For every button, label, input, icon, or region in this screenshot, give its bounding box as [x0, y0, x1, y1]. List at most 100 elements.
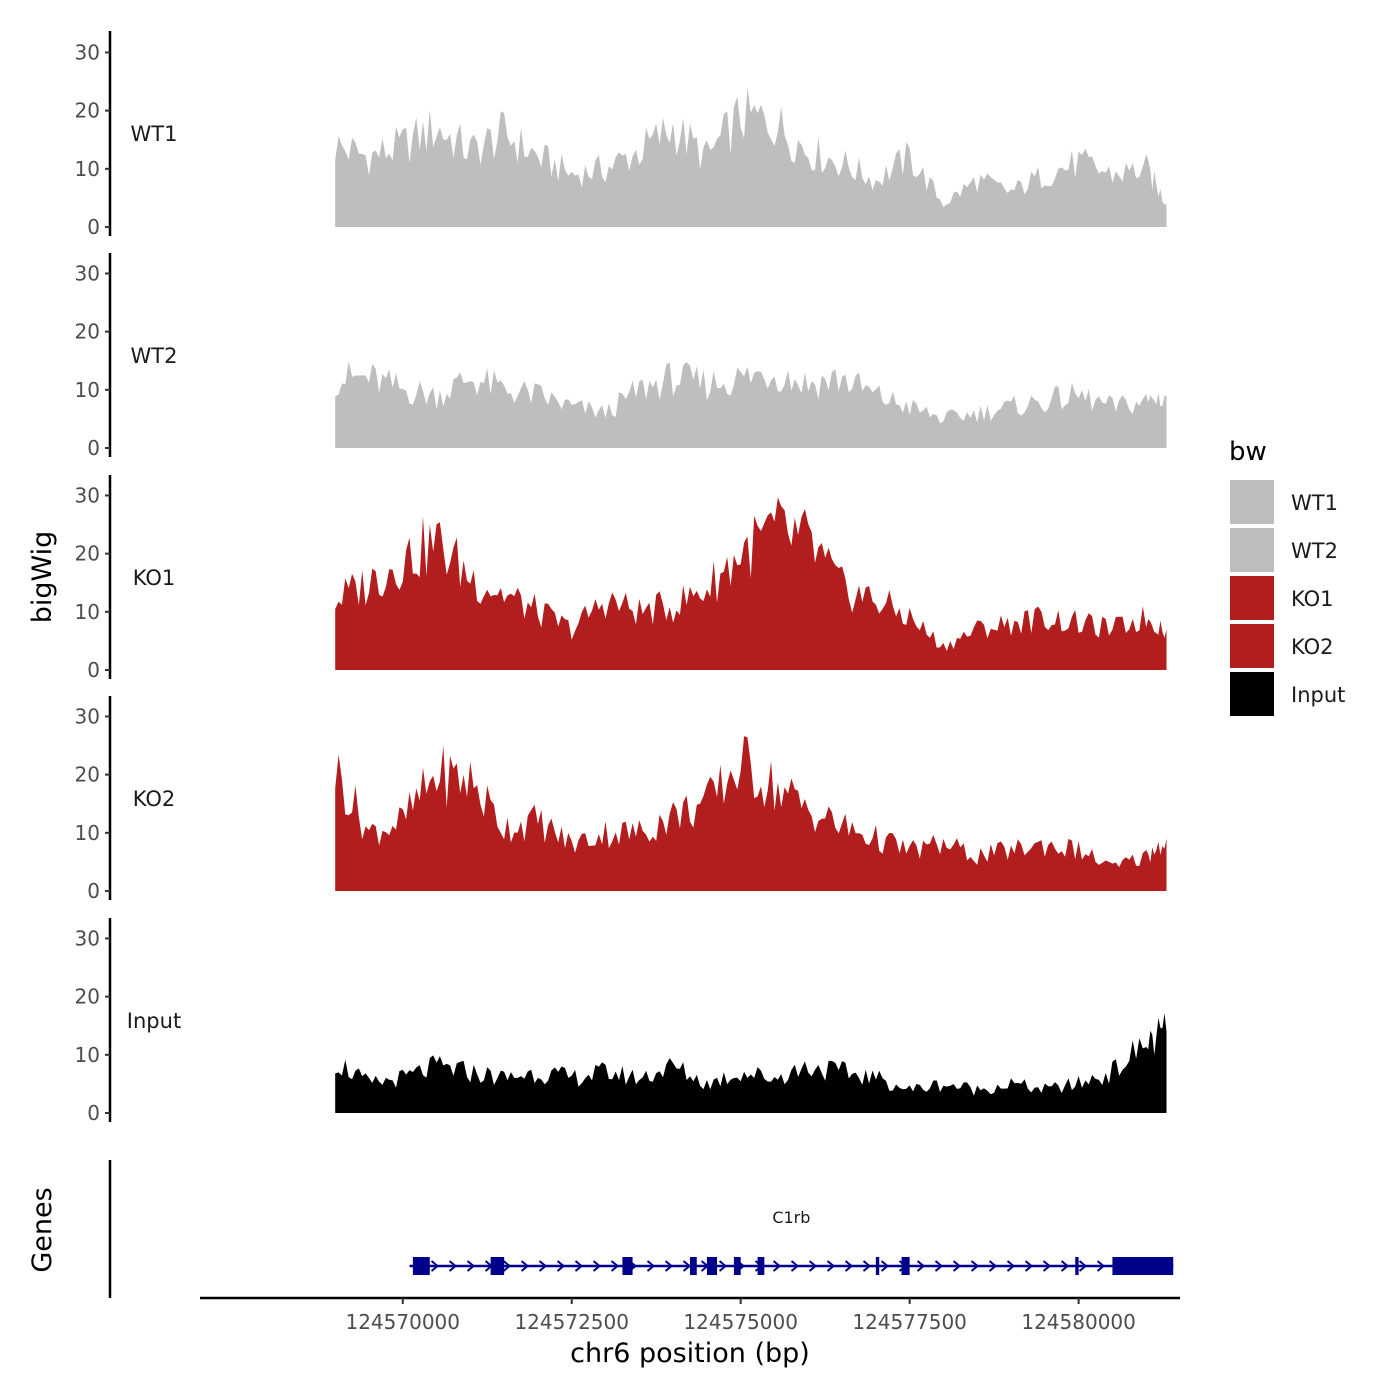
strand-arrow — [502, 1260, 512, 1272]
y-tick-label: 20 — [75, 985, 100, 1009]
strand-arrow — [916, 1260, 926, 1272]
legend-key-wt1 — [1230, 480, 1274, 524]
area-input — [335, 1013, 1167, 1113]
genes-axis-title: Genes — [27, 1187, 58, 1272]
y-tick-label: 0 — [87, 436, 100, 460]
strand-arrow — [1096, 1260, 1106, 1272]
y-tick-label: 10 — [75, 157, 100, 181]
exon — [490, 1257, 505, 1275]
area-ko2 — [335, 736, 1167, 891]
y-tick-label: 20 — [75, 320, 100, 344]
strand-arrow — [556, 1260, 566, 1272]
exon — [690, 1257, 697, 1275]
strand-arrow — [808, 1260, 818, 1272]
y-tick-label: 20 — [75, 542, 100, 566]
exon — [706, 1257, 718, 1275]
strand-arrow — [844, 1260, 854, 1272]
legend-label-ko2: KO2 — [1291, 635, 1334, 659]
track-wt2: 0 10 20 30 WT2 — [75, 253, 1167, 460]
y-tick-label: 0 — [87, 1101, 100, 1125]
x-tick-label: 124577500 — [852, 1310, 967, 1334]
track-label-ko1: KO1 — [133, 566, 176, 590]
strand-arrow — [592, 1260, 602, 1272]
track-ko1: 0 10 20 30 KO1 — [75, 475, 1167, 682]
legend-key-input — [1230, 672, 1274, 716]
x-tick-label: 124575000 — [683, 1310, 798, 1334]
y-tick-label: 20 — [75, 763, 100, 787]
track-label-wt1: WT1 — [131, 122, 178, 146]
strand-arrow — [1024, 1260, 1034, 1272]
strand-arrow — [1006, 1260, 1016, 1272]
strand-arrow — [520, 1260, 530, 1272]
track-label-input: Input — [127, 1009, 181, 1033]
exon — [412, 1257, 430, 1275]
strand-arrow — [466, 1260, 476, 1272]
tracks-group: 0 10 20 30 WT1 0 10 20 30 WT2 0 10 20 30 KO1 0 10 20 30 KO2… — [75, 31, 1167, 1125]
strand-arrow — [880, 1260, 890, 1272]
y-tick-label: 10 — [75, 378, 100, 402]
strand-arrow — [1060, 1260, 1070, 1272]
y-tick-label: 10 — [75, 1043, 100, 1067]
strand-arrow — [718, 1260, 728, 1272]
strand-arrow — [1042, 1260, 1052, 1272]
y-tick-label: 30 — [75, 704, 100, 728]
strand-arrow — [970, 1260, 980, 1272]
exon — [757, 1257, 765, 1275]
legend: bw WT1 WT2 KO1 KO2 Input — [1229, 437, 1345, 716]
area-ko1 — [335, 497, 1167, 670]
x-axis-title: chr6 position (bp) — [570, 1338, 810, 1369]
strand-arrow — [1078, 1260, 1088, 1272]
legend-key-ko1 — [1230, 576, 1274, 620]
x-tick-label: 124572500 — [514, 1310, 629, 1334]
x-tick-label: 124570000 — [345, 1310, 460, 1334]
y-tick-label: 30 — [75, 40, 100, 64]
area-wt2 — [335, 361, 1167, 448]
legend-label-wt2: WT2 — [1291, 539, 1338, 563]
strand-arrow — [610, 1260, 620, 1272]
legend-key-wt2 — [1230, 528, 1274, 572]
legend-label-wt1: WT1 — [1291, 491, 1338, 515]
exon — [622, 1257, 633, 1275]
strand-arrow — [574, 1260, 584, 1272]
y-tick-label: 0 — [87, 215, 100, 239]
exon — [901, 1257, 910, 1275]
x-axis: 124570000 124572500 124575000 124577500 1245… — [200, 1296, 1180, 1334]
y-tick-label: 30 — [75, 261, 100, 285]
strand-arrow — [790, 1260, 800, 1272]
y-tick-label: 30 — [75, 926, 100, 950]
strand-arrow — [826, 1260, 836, 1272]
y-tick-label: 20 — [75, 99, 100, 123]
strand-arrow — [682, 1260, 692, 1272]
track-wt1: 0 10 20 30 WT1 — [75, 31, 1167, 239]
legend-label-input: Input — [1291, 683, 1345, 707]
strand-arrow — [952, 1260, 962, 1272]
strand-arrow — [862, 1260, 872, 1272]
track-input: 0 10 20 30 Input — [75, 918, 1167, 1125]
y-tick-label: 10 — [75, 600, 100, 624]
exon — [733, 1257, 741, 1275]
genes-panel: C1rb — [108, 1160, 1174, 1298]
area-wt1 — [335, 87, 1167, 227]
track-label-wt2: WT2 — [131, 344, 178, 368]
y-tick-label: 0 — [87, 879, 100, 903]
y-axis-title: bigWig — [27, 531, 58, 624]
strand-arrow — [772, 1260, 782, 1272]
strand-arrow — [988, 1260, 998, 1272]
exon — [1112, 1257, 1174, 1275]
y-tick-label: 0 — [87, 658, 100, 682]
exon — [1075, 1257, 1079, 1275]
strand-arrow — [448, 1260, 458, 1272]
strand-arrow — [934, 1260, 944, 1272]
strand-arrow — [430, 1260, 440, 1272]
track-ko2: 0 10 20 30 KO2 — [75, 696, 1167, 903]
legend-label-ko1: KO1 — [1291, 587, 1334, 611]
legend-title: bw — [1229, 437, 1267, 467]
exon — [875, 1257, 880, 1275]
x-tick-label: 124580000 — [1021, 1310, 1136, 1334]
strand-arrow — [538, 1260, 548, 1272]
y-tick-label: 10 — [75, 821, 100, 845]
gene-name-label: C1rb — [772, 1208, 810, 1227]
legend-key-ko2 — [1230, 624, 1274, 668]
strand-arrow — [664, 1260, 674, 1272]
